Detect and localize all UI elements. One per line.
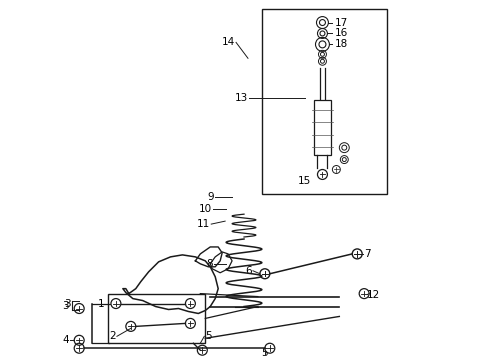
Text: 3: 3: [65, 298, 71, 309]
Text: 5: 5: [205, 331, 212, 341]
Text: 11: 11: [197, 219, 210, 229]
Text: 8: 8: [207, 259, 213, 269]
Text: 3: 3: [63, 301, 69, 311]
Bar: [108, 294, 205, 343]
Text: 14: 14: [222, 37, 235, 48]
Text: 12: 12: [367, 289, 380, 300]
Text: 2: 2: [109, 331, 116, 341]
Text: 4: 4: [63, 335, 69, 345]
Text: 7: 7: [364, 249, 371, 259]
Text: 16: 16: [334, 28, 347, 39]
Text: 6: 6: [245, 266, 252, 276]
Text: 10: 10: [199, 204, 212, 214]
Text: 18: 18: [334, 39, 347, 49]
Text: 1: 1: [98, 298, 104, 309]
Text: 9: 9: [208, 192, 214, 202]
Text: 15: 15: [297, 176, 311, 186]
Text: 13: 13: [235, 93, 248, 103]
Bar: [262, 9, 387, 194]
Text: 17: 17: [334, 18, 347, 27]
Text: 5: 5: [262, 348, 268, 358]
Bar: [314, 100, 331, 154]
